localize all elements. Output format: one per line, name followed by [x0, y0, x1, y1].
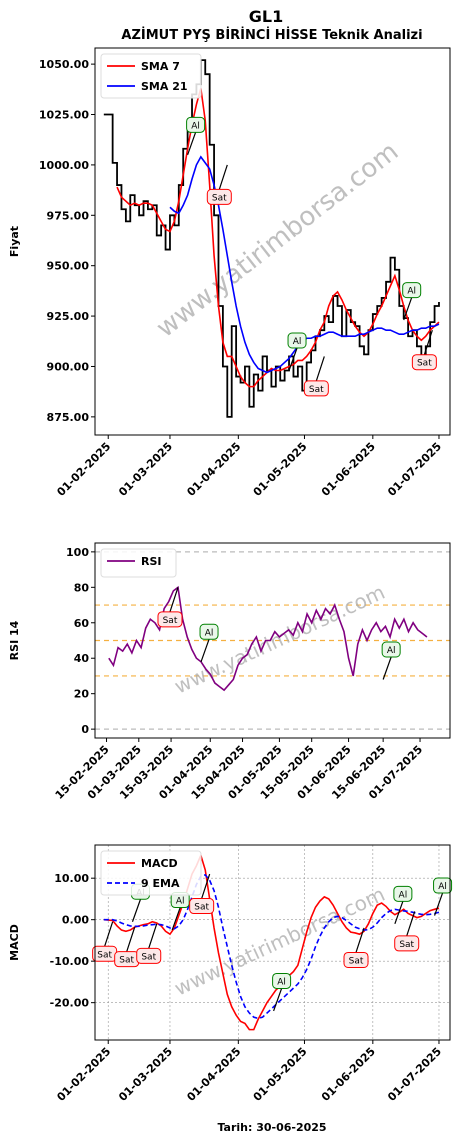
- annotation-arrow: [187, 132, 197, 156]
- y-tick-label: 100: [66, 546, 89, 559]
- legend-label: RSI: [141, 555, 162, 568]
- y-tick-label: 60: [74, 617, 90, 630]
- y-tick-label: 80: [74, 581, 90, 594]
- buy-signal-badge: [433, 877, 453, 894]
- series-line-sma-7: [116, 88, 440, 388]
- plot-frame: [94, 542, 451, 739]
- y-tick-label: 10.00: [54, 872, 89, 885]
- plot-frame: [94, 47, 451, 436]
- sell-signal-badge: [343, 951, 369, 968]
- annotation-arrow: [315, 356, 325, 382]
- y-tick-label: 0.00: [62, 914, 89, 927]
- annotation-label: Sat: [119, 956, 134, 966]
- annotation-label: Al: [205, 628, 214, 638]
- chart-title: GL1: [249, 7, 283, 26]
- sell-signal-badge: [394, 935, 420, 952]
- annotation-label: Sat: [212, 193, 227, 203]
- annotation-arrow: [433, 892, 444, 916]
- annotation-arrow: [218, 164, 228, 190]
- annotation-label: Al: [407, 287, 416, 297]
- series-line-9-ema: [103, 873, 440, 1020]
- legend-label: SMA 21: [141, 80, 188, 93]
- annotation-arrow: [126, 926, 136, 952]
- legend-box: [100, 548, 177, 578]
- y-tick-label: 40: [74, 652, 90, 665]
- sell-signal-badge: [206, 188, 232, 205]
- sell-signal-badge: [411, 354, 437, 371]
- series-line-close: [103, 59, 440, 418]
- annotation-label: Al: [191, 121, 200, 131]
- annotation-label: Sat: [417, 359, 432, 369]
- annotation-label: Al: [387, 646, 396, 656]
- annotation-arrow: [382, 656, 392, 680]
- buy-signal-badge: [287, 332, 307, 349]
- y-tick-label: 0: [81, 723, 89, 736]
- y-tick-label: 1050.00: [39, 58, 89, 71]
- y-tick-label: 1000.00: [39, 159, 89, 172]
- annotation-label: Sat: [163, 616, 178, 626]
- annotation-label: Sat: [141, 952, 156, 962]
- buy-signal-badge: [393, 885, 413, 902]
- y-tick-label: 1025.00: [39, 109, 89, 122]
- annotation-arrow: [200, 639, 210, 662]
- legend-label: SMA 7: [141, 60, 180, 73]
- annotation-label: Al: [438, 882, 447, 892]
- sell-signal-badge: [189, 898, 215, 915]
- annotation-label: Sat: [349, 956, 364, 966]
- annotation-arrow: [406, 911, 416, 937]
- annotation-label: Sat: [97, 950, 112, 960]
- sell-signal-badge: [157, 611, 183, 628]
- y-tick-label: 925.00: [47, 310, 90, 323]
- annotation-label: Sat: [309, 385, 324, 395]
- annotation-arrow: [104, 921, 114, 947]
- annotation-arrow: [201, 873, 211, 899]
- annotation-label: Al: [277, 977, 286, 987]
- annotation-label: Sat: [399, 940, 414, 950]
- y-tick-label: 20: [74, 688, 90, 701]
- annotation-label: Sat: [194, 903, 209, 913]
- y-axis-label: MACD: [8, 924, 21, 961]
- y-axis-label: Fiyat: [8, 226, 21, 257]
- chart-subtitle: AZİMUT PYŞ BİRİNCİ HİSSE Teknik Analizi: [121, 27, 422, 43]
- legend-box: [100, 53, 202, 99]
- buy-signal-badge: [186, 116, 206, 133]
- sell-signal-badge: [136, 947, 162, 964]
- annotation-arrow: [169, 587, 179, 613]
- annotation-arrow: [273, 988, 283, 1012]
- legend-label: 9 EMA: [141, 877, 180, 890]
- y-tick-label: -10.00: [50, 955, 90, 968]
- y-tick-label: -20.00: [50, 997, 90, 1010]
- annotation-arrow: [131, 899, 142, 922]
- annotation-label: Al: [399, 890, 408, 900]
- annotation-arrow: [423, 330, 433, 355]
- buy-signal-badge: [381, 641, 401, 658]
- y-tick-label: 875.00: [47, 411, 90, 424]
- y-axis-label: RSI 14: [8, 620, 21, 660]
- y-tick-label: 900.00: [47, 360, 90, 373]
- annotation-label: Al: [176, 897, 185, 907]
- buy-signal-badge: [402, 282, 422, 299]
- y-tick-label: 950.00: [47, 260, 90, 273]
- legend-box: [100, 850, 202, 896]
- sell-signal-badge: [303, 380, 329, 397]
- legend-label: MACD: [141, 857, 178, 870]
- annotation-arrow: [355, 927, 365, 953]
- x-axis-date-label: Tarih: 30-06-2025: [217, 1121, 326, 1134]
- buy-signal-badge: [199, 623, 219, 640]
- annotation-label: Al: [293, 337, 302, 347]
- series-line-macd: [103, 853, 440, 1031]
- buy-signal-badge: [272, 972, 292, 989]
- annotation-arrow: [148, 923, 158, 949]
- annotation-arrow: [403, 297, 413, 321]
- annotation-arrow: [394, 901, 404, 925]
- annotation-arrow: [171, 907, 181, 931]
- annotation-arrow: [288, 347, 298, 371]
- plot-frame: [94, 844, 451, 1041]
- y-tick-label: 975.00: [47, 209, 90, 222]
